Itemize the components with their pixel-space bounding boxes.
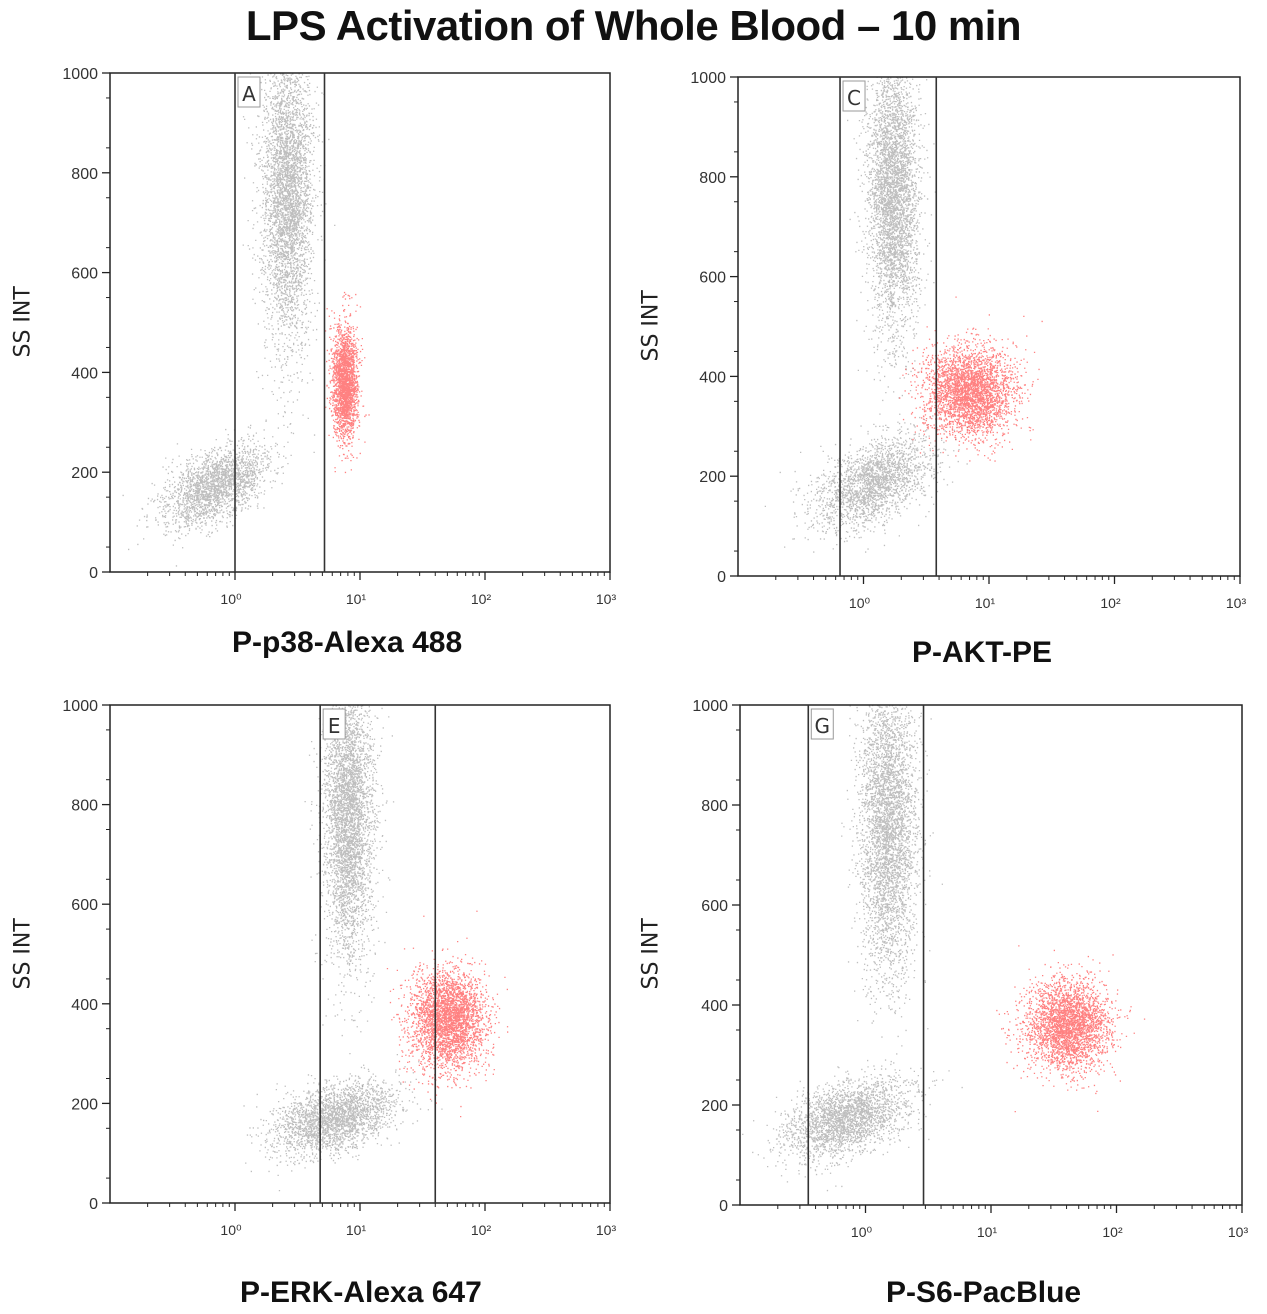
figure-title: LPS Activation of Whole Blood – 10 min [245,2,1022,49]
gate-label: G [815,714,831,738]
population-gray-0 [243,1054,443,1192]
x-axis-label: P-S6-PacBlue [886,1276,1082,1309]
population-red-2 [323,291,370,474]
y-tick-label: 0 [719,1198,728,1215]
gate-label-box [842,80,866,112]
y-tick-label: 0 [717,569,726,586]
population-gray-1 [841,705,943,1079]
y-tick-label: 600 [71,266,98,283]
y-tick-label: 800 [71,798,98,815]
gate-label: A [242,82,256,106]
y-tick-label: 400 [701,998,728,1015]
x-tick-label: 10¹ [975,595,996,611]
y-tick-label: 400 [699,369,726,386]
x-tick-label: 10³ [1226,595,1247,611]
y-tick-label: 400 [71,997,98,1014]
y-tick-label: 800 [71,166,98,183]
population-red-2 [899,296,1043,462]
population-gray-0 [742,1053,963,1192]
gate-label-box [810,708,834,740]
x-tick-label: 10³ [1228,1224,1249,1240]
y-tick-label: 1000 [692,698,728,715]
scatter-points [243,705,509,1192]
y-tick-label: 600 [71,897,98,914]
x-tick-label: 10² [471,1222,492,1238]
y-tick-label: 400 [71,365,98,382]
plot-frame [739,704,1243,1206]
x-tick-label: 10³ [596,591,617,607]
y-tick-label: 1000 [62,66,98,83]
scatter-points [764,77,1043,553]
gate-label: C [847,86,861,110]
scatter-plot-erk: E 0 200 400 600 800 1000 10⁰ 10¹ 10² 10³ [62,698,617,1238]
y-tick-label: 600 [699,270,726,287]
y-tick-label: 0 [89,565,98,582]
scatter-points [742,705,1146,1192]
y-axis-label: SS INT [638,918,664,990]
population-red-2 [386,910,509,1118]
y-tick-label: 200 [71,465,98,482]
scatter-points [122,73,370,567]
y-tick-label: 200 [71,1096,98,1113]
y-tick-label: 1000 [62,698,98,715]
x-tick-label: 10⁰ [851,1224,873,1240]
gate-label-box [237,76,261,108]
y-tick-label: 600 [701,898,728,915]
y-tick-label: 0 [89,1196,98,1213]
x-tick-label: 10² [1100,595,1121,611]
x-axis-label: P-AKT-PE [912,636,1053,669]
scatter-plot-akt: C 0 200 400 600 800 1000 10⁰ 10¹ 10² 10³ [690,70,1247,611]
y-tick-label: 800 [699,170,726,187]
x-tick-label: 10⁰ [220,1222,242,1238]
x-tick-label: 10¹ [977,1224,998,1240]
population-gray-1 [847,77,937,453]
x-tick-label: 10⁰ [220,591,242,607]
population-gray-1 [242,73,336,465]
population-gray-1 [304,705,395,1104]
x-tick-label: 10² [471,591,492,607]
population-gray-0 [122,420,315,567]
x-tick-label: 10² [1102,1224,1123,1240]
y-tick-label: 200 [701,1098,728,1115]
y-tick-label: 1000 [690,70,726,87]
x-tick-label: 10⁰ [849,595,871,611]
x-axis-label: P-ERK-Alexa 647 [240,1276,482,1309]
x-tick-label: 10¹ [346,1222,367,1238]
population-gray-0 [764,413,969,553]
y-tick-label: 200 [699,469,726,486]
x-tick-label: 10³ [596,1222,617,1238]
y-tick-label: 800 [701,798,728,815]
population-red-2 [996,945,1146,1113]
x-tick-label: 10¹ [346,591,367,607]
scatter-plot-p38: A 0 200 400 600 800 1000 10⁰ 10¹ 10² 10³ [62,66,617,607]
gate-label: E [328,714,341,738]
x-axis-label: P-p38-Alexa 488 [232,626,463,659]
gate-label-box [322,708,346,740]
